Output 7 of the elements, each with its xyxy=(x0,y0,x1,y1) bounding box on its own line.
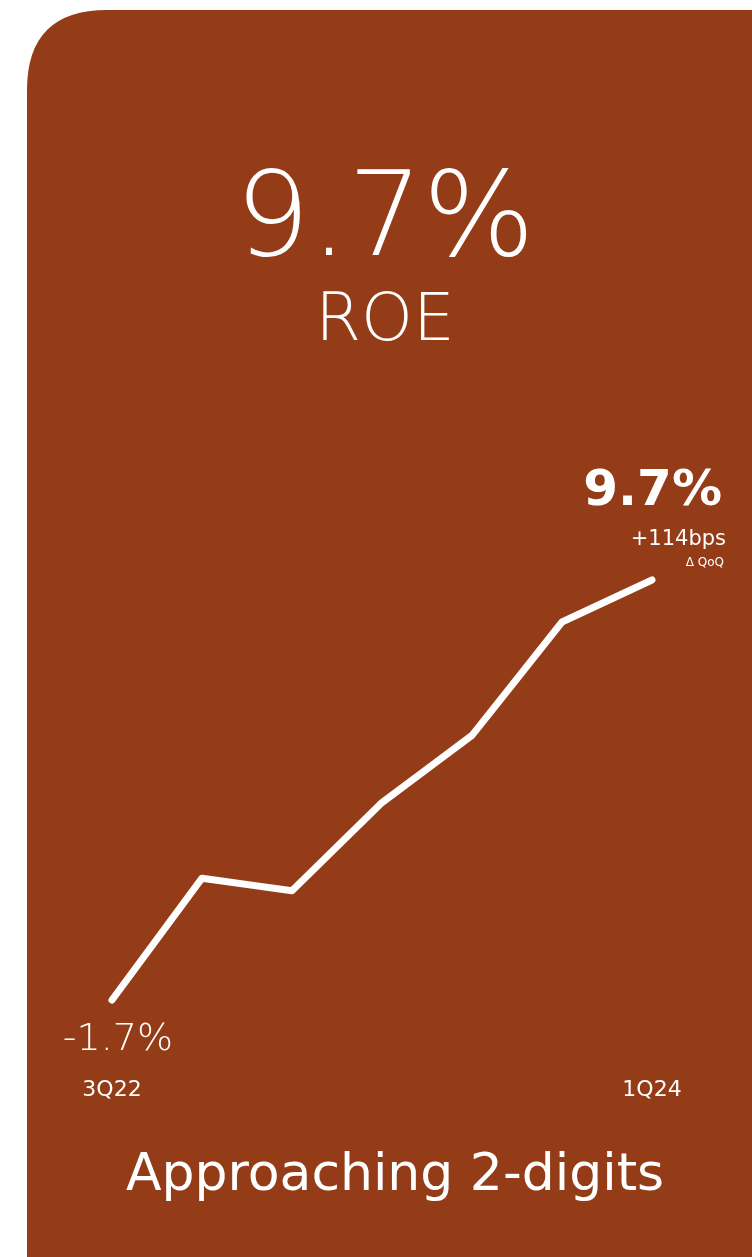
text: -1.7% xyxy=(62,1015,174,1059)
text: +114bps xyxy=(630,526,726,550)
text: 9.7% xyxy=(583,459,722,517)
x-tick-label: 3Q22 xyxy=(82,1076,142,1101)
text: Approaching 2-digits xyxy=(125,1142,665,1202)
text: Δ QoQ xyxy=(685,555,724,569)
x-tick-label: 1Q24 xyxy=(622,1076,682,1101)
